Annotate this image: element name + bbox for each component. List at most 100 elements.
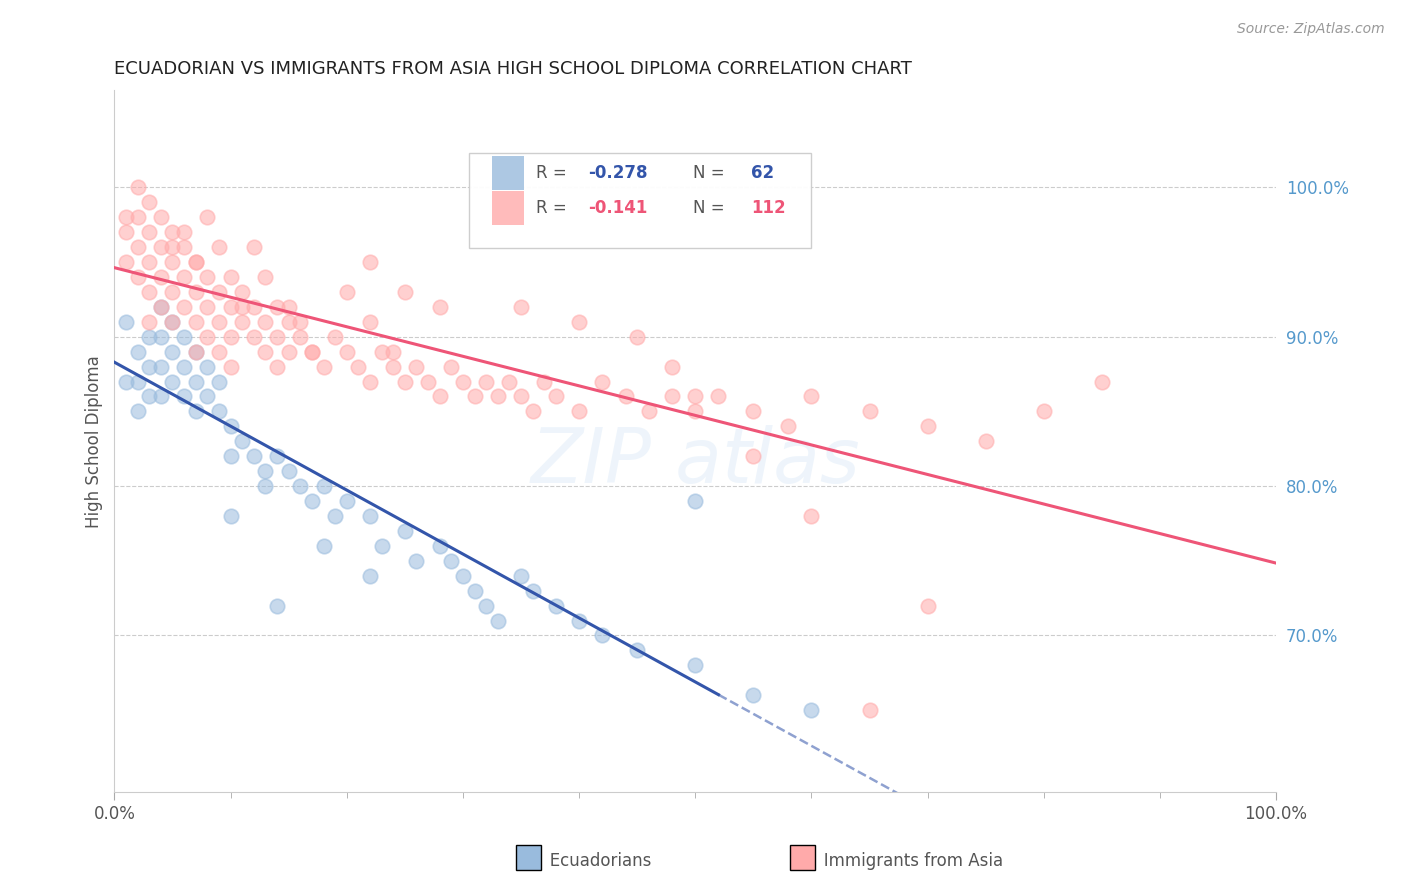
- Point: [208, 315, 231, 329]
- Point: [173, 270, 195, 285]
- Point: [544, 389, 567, 403]
- Point: [219, 508, 242, 523]
- Point: [359, 375, 381, 389]
- Point: [149, 300, 172, 314]
- Point: [336, 494, 359, 508]
- Point: [475, 599, 498, 613]
- Point: [591, 628, 613, 642]
- Text: ECUADORIAN VS IMMIGRANTS FROM ASIA HIGH SCHOOL DIPLOMA CORRELATION CHART: ECUADORIAN VS IMMIGRANTS FROM ASIA HIGH …: [114, 60, 912, 78]
- Point: [149, 389, 172, 403]
- Text: 112: 112: [751, 199, 786, 218]
- Point: [195, 211, 218, 225]
- Point: [195, 300, 218, 314]
- Point: [486, 389, 509, 403]
- Text: -0.278: -0.278: [588, 164, 648, 182]
- Point: [231, 285, 253, 299]
- Point: [370, 344, 392, 359]
- Point: [184, 255, 207, 269]
- Point: [231, 434, 253, 449]
- Point: [162, 315, 184, 329]
- Point: [115, 375, 138, 389]
- Point: [266, 329, 288, 343]
- Point: [162, 225, 184, 239]
- Point: [323, 329, 346, 343]
- Point: [683, 658, 706, 673]
- Point: [173, 240, 195, 254]
- Point: [568, 614, 591, 628]
- Point: [591, 375, 613, 389]
- Point: [184, 285, 207, 299]
- Point: [405, 554, 427, 568]
- Point: [138, 315, 160, 329]
- Point: [440, 359, 463, 374]
- Point: [266, 449, 288, 463]
- Point: [522, 404, 544, 418]
- Point: [266, 599, 288, 613]
- Point: [312, 359, 335, 374]
- Point: [277, 464, 299, 478]
- Text: -0.141: -0.141: [588, 199, 648, 218]
- Point: [208, 285, 231, 299]
- Point: [336, 285, 359, 299]
- Point: [277, 315, 299, 329]
- Point: [184, 344, 207, 359]
- Point: [219, 419, 242, 434]
- Point: [195, 270, 218, 285]
- Text: ZIP atlas: ZIP atlas: [530, 425, 860, 500]
- Point: [429, 539, 451, 553]
- Point: [138, 255, 160, 269]
- Text: N =: N =: [693, 164, 730, 182]
- Point: [626, 643, 648, 657]
- Point: [742, 449, 765, 463]
- Point: [254, 315, 277, 329]
- Point: [266, 359, 288, 374]
- Point: [382, 344, 405, 359]
- Point: [254, 464, 277, 478]
- Point: [254, 270, 277, 285]
- Point: [138, 285, 160, 299]
- Point: [127, 240, 149, 254]
- Point: [127, 180, 149, 194]
- Point: [614, 389, 637, 403]
- Point: [243, 449, 266, 463]
- Point: [742, 404, 765, 418]
- Point: [800, 508, 823, 523]
- Point: [184, 255, 207, 269]
- Point: [127, 375, 149, 389]
- Point: [115, 211, 138, 225]
- Bar: [492, 192, 524, 225]
- Point: [661, 359, 683, 374]
- Point: [661, 389, 683, 403]
- Point: [243, 300, 266, 314]
- Point: [778, 419, 800, 434]
- Point: [149, 270, 172, 285]
- Point: [184, 315, 207, 329]
- Point: [323, 508, 346, 523]
- Point: [301, 344, 323, 359]
- Point: [208, 375, 231, 389]
- Point: [626, 329, 648, 343]
- Point: [149, 359, 172, 374]
- Point: [394, 524, 416, 538]
- Point: [184, 375, 207, 389]
- Point: [173, 329, 195, 343]
- Point: [231, 300, 253, 314]
- Point: [683, 389, 706, 403]
- Point: [742, 688, 765, 702]
- Point: [290, 329, 312, 343]
- Point: [568, 404, 591, 418]
- Point: [173, 359, 195, 374]
- Point: [138, 195, 160, 210]
- Point: [974, 434, 997, 449]
- Point: [312, 539, 335, 553]
- Point: [127, 344, 149, 359]
- Point: [510, 300, 533, 314]
- Point: [149, 300, 172, 314]
- Point: [208, 404, 231, 418]
- Point: [637, 404, 659, 418]
- Point: [138, 389, 160, 403]
- Point: [173, 389, 195, 403]
- Point: [162, 255, 184, 269]
- Point: [219, 300, 242, 314]
- Point: [359, 315, 381, 329]
